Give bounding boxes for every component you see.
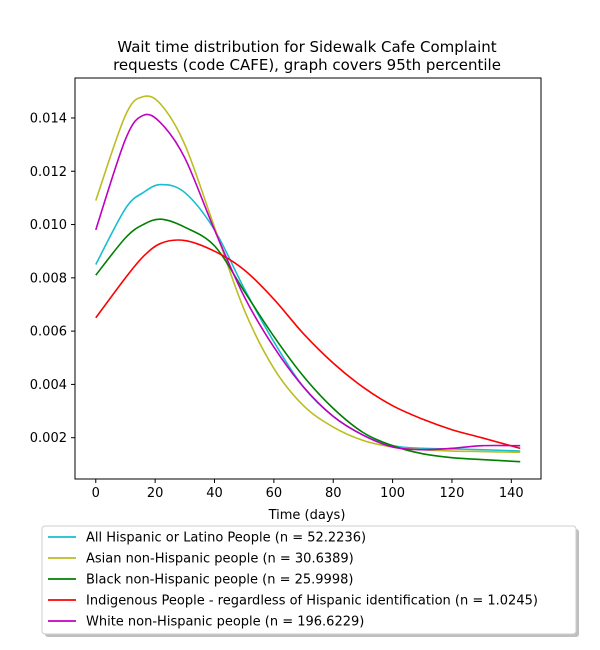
chart-title-line-2: requests (code CAFE), graph covers 95th … xyxy=(113,56,501,74)
series-line-1 xyxy=(95,95,521,454)
plot-frame xyxy=(74,77,542,480)
y-tick-label-6: 0.014 xyxy=(30,111,67,126)
y-tick-label-0: 0.002 xyxy=(30,431,67,446)
x-tick-label-3: 60 xyxy=(266,486,283,501)
series-line-3 xyxy=(95,239,521,450)
legend: All Hispanic or Latino People (n = 52.22… xyxy=(41,525,579,637)
x-tick-label-1: 20 xyxy=(147,486,164,501)
legend-label-4: White non-Hispanic people (n = 196.6229) xyxy=(86,615,364,630)
legend-items: All Hispanic or Latino People (n = 52.22… xyxy=(48,531,538,630)
x-tick-label-0: 0 xyxy=(92,486,100,501)
x-tick-label-5: 100 xyxy=(380,486,405,501)
y-tick-label-5: 0.012 xyxy=(30,165,67,180)
series-line-0 xyxy=(95,183,521,452)
y-tick-label-2: 0.006 xyxy=(30,325,67,340)
legend-label-3: Indigenous People - regardless of Hispan… xyxy=(86,594,538,609)
x-tick-label-2: 40 xyxy=(206,486,223,501)
chart-title-line-1: Wait time distribution for Sidewalk Cafe… xyxy=(117,38,496,56)
legend-label-2: Black non-Hispanic people (n = 25.9998) xyxy=(86,573,353,588)
series-line-4 xyxy=(95,113,521,451)
legend-box xyxy=(41,525,577,635)
series-line-2 xyxy=(95,218,521,463)
x-tick-label-6: 120 xyxy=(440,486,465,501)
y-tick-label-1: 0.004 xyxy=(30,378,67,393)
y-axis-ticks: 0.002 0.004 0.006 0.008 0.010 0.012 0.014 xyxy=(30,111,75,446)
legend-label-0: All Hispanic or Latino People (n = 52.22… xyxy=(86,531,366,546)
x-axis-label: Time (days) xyxy=(268,508,346,523)
x-axis-ticks: 0 20 40 60 80 100 120 140 xyxy=(92,479,524,501)
x-tick-label-7: 140 xyxy=(499,486,524,501)
x-tick-label-4: 80 xyxy=(325,486,342,501)
y-tick-label-4: 0.010 xyxy=(30,218,67,233)
plot-area xyxy=(95,95,521,463)
y-tick-label-3: 0.008 xyxy=(30,271,67,286)
legend-label-1: Asian non-Hispanic people (n = 30.6389) xyxy=(86,552,354,567)
